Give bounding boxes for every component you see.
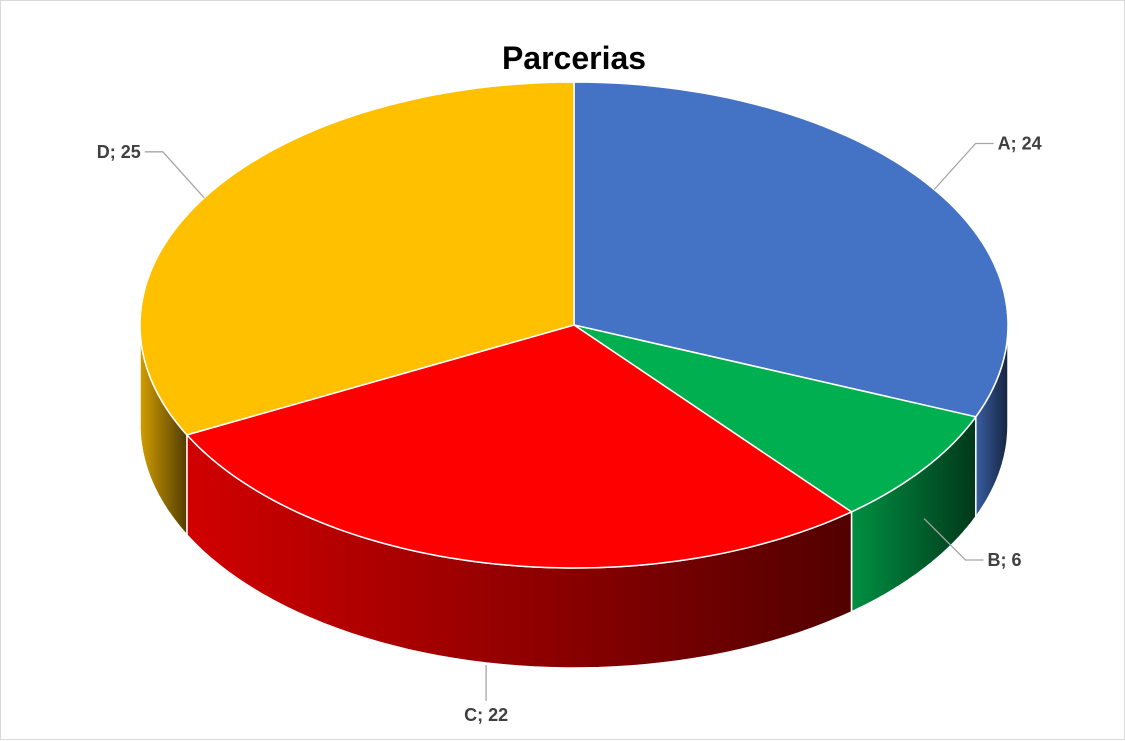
data-label-C: C; 22 — [464, 705, 508, 725]
slice-B — [573, 324, 977, 513]
leader-line-A — [933, 142, 994, 190]
data-label-D: D; 25 — [97, 142, 141, 162]
data-label-B: B; 6 — [988, 550, 1022, 570]
leader-lines — [144, 142, 994, 701]
chart-title: Parcerias — [502, 40, 646, 76]
leader-line-B — [923, 518, 984, 561]
pie-tops — [139, 81, 1009, 569]
data-labels: A; 24 B; 6 C; 22 D; 25 — [97, 134, 1042, 726]
leader-line-D — [144, 151, 205, 199]
data-label-A: A; 24 — [998, 134, 1042, 154]
slice-C — [186, 324, 853, 569]
